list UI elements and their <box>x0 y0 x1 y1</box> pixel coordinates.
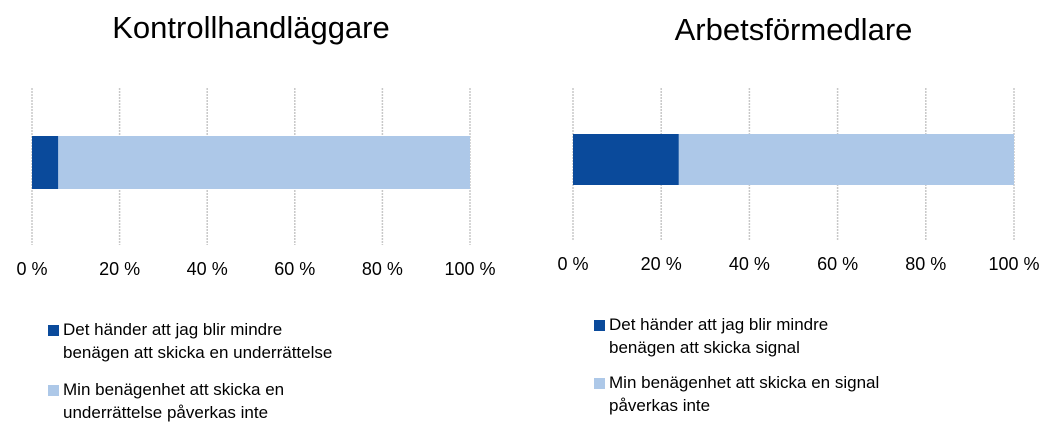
x-tick-label: 20 % <box>641 254 682 274</box>
legend-label: Min benägenhet att skicka en signal påve… <box>609 373 880 415</box>
bar-segment <box>573 134 679 185</box>
bar-segment <box>32 136 59 189</box>
x-tick-label: 100 % <box>988 254 1039 274</box>
legend-label: Det händer att jag blir mindre benägen a… <box>63 320 333 362</box>
x-tick-label: 80 % <box>905 254 946 274</box>
legend-label: Min benägenhet att skicka en underrättel… <box>63 380 285 422</box>
legend-swatch <box>48 325 59 336</box>
x-tick-label: 40 % <box>187 259 228 279</box>
x-tick-label: 40 % <box>729 254 770 274</box>
x-tick-label: 100 % <box>444 259 495 279</box>
chart-title: Arbetsförmedlare <box>675 12 913 47</box>
chart-title: Kontrollhandläggare <box>112 10 390 45</box>
legend-swatch <box>48 385 59 396</box>
legend-label: Det händer att jag blir mindre benägen a… <box>609 315 829 357</box>
x-tick-label: 80 % <box>362 259 403 279</box>
legend-swatch <box>594 378 605 389</box>
x-tick-label: 0 % <box>557 254 588 274</box>
legend-swatch <box>594 320 605 331</box>
x-tick-label: 60 % <box>274 259 315 279</box>
x-tick-label: 0 % <box>16 259 47 279</box>
bar-segment <box>58 136 470 189</box>
x-tick-label: 60 % <box>817 254 858 274</box>
bar-segment <box>678 134 1014 185</box>
x-tick-label: 20 % <box>99 259 140 279</box>
